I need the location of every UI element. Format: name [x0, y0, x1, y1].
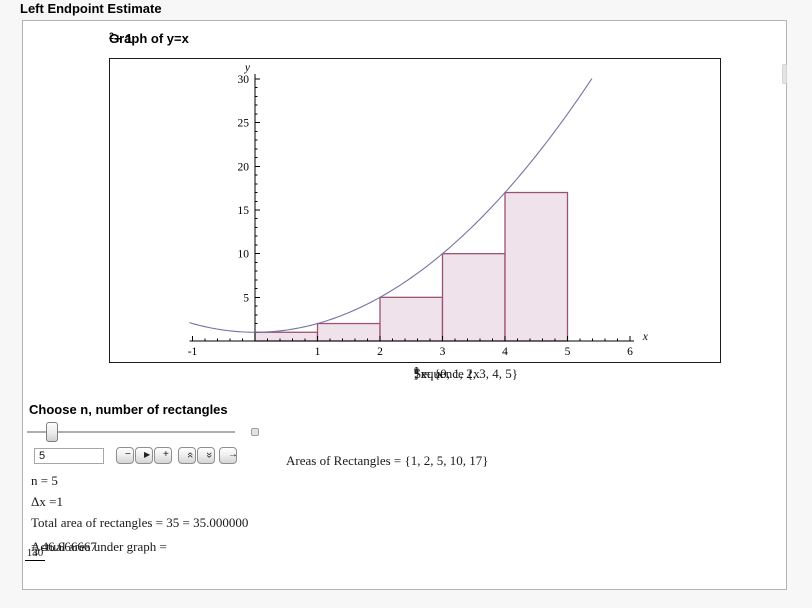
scrollbar-thumb[interactable] — [782, 64, 787, 84]
delta-x-label: Δx =1 — [31, 494, 63, 509]
demo-panel: Graph of y=x 2 + 1 -1 1 2 3 4 5 6 5 10 15 20 25 30 x y … — [22, 20, 787, 590]
svg-text:10: 10 — [238, 249, 250, 261]
slower-button[interactable]: » — [197, 447, 215, 464]
total-area-label: Total area of rectangles = 35 = 35.00000… — [31, 515, 249, 530]
n-input[interactable] — [34, 448, 104, 464]
n-slider-track[interactable] — [27, 431, 235, 433]
actual-area-suffix: = 46.666667 — [31, 539, 97, 554]
svg-text:1: 1 — [315, 346, 321, 358]
expand-controls-button[interactable] — [251, 428, 259, 436]
graph-title-suffix: + 1 — [114, 31, 133, 46]
graph-title-exponent: 2 — [109, 31, 115, 41]
svg-text:25: 25 — [238, 118, 250, 130]
direction-button[interactable]: → — [219, 447, 238, 464]
svg-text:30: 30 — [238, 74, 250, 86]
increment-button[interactable]: + — [154, 447, 172, 464]
actual-area-prefix: Actual area under graph = — [31, 539, 167, 554]
svg-text:5: 5 — [565, 346, 571, 358]
svg-text:2: 2 — [377, 346, 383, 358]
svg-text:3: 3 — [440, 346, 446, 358]
riemann-sum-plot: -1 1 2 3 4 5 6 5 10 15 20 25 30 x y — [188, 62, 649, 358]
fraction-numerator: 140 — [24, 547, 46, 561]
graph-title-prefix: Graph of y=x — [109, 31, 189, 46]
svg-text:4: 4 — [502, 346, 508, 358]
n-slider-handle[interactable] — [46, 422, 58, 442]
n-value-label: n = 5 — [31, 473, 58, 488]
svg-text:5: 5 — [243, 292, 249, 304]
plot-frame: -1 1 2 3 4 5 6 5 10 15 20 25 30 x y — [109, 58, 721, 363]
fraction-denominator: 3 — [32, 547, 38, 559]
graph-title: Graph of y=x 2 + 1 — [109, 31, 189, 47]
svg-text:-1: -1 — [188, 346, 198, 358]
decrement-button[interactable]: − — [116, 447, 134, 464]
page-title: Left Endpoint Estimate — [20, 1, 162, 16]
svg-text:y: y — [244, 62, 251, 74]
n-slider[interactable] — [27, 422, 235, 442]
play-button[interactable]: ▶ — [135, 447, 153, 464]
svg-text:6: 6 — [627, 346, 633, 358]
faster-button[interactable]: « — [178, 447, 196, 464]
svg-text:20: 20 — [238, 161, 250, 173]
svg-text:x: x — [642, 331, 649, 343]
areas-of-rectangles-label: Areas of Rectangles = {1, 2, 5, 10, 17} — [286, 453, 489, 468]
choose-n-heading: Choose n, number of rectangles — [29, 402, 228, 417]
svg-text:15: 15 — [238, 205, 250, 217]
